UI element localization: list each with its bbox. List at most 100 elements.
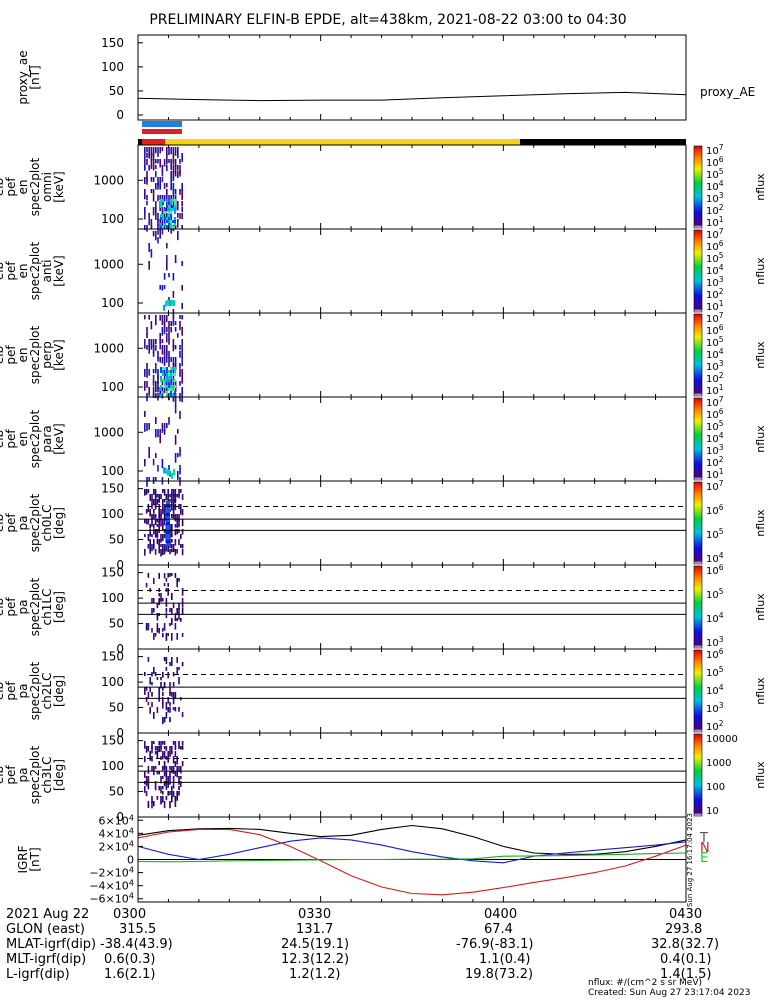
spec-perp-pixel xyxy=(148,339,150,348)
pa-ch0LC-pixel xyxy=(172,489,175,496)
pa-ch3LC-pixel xyxy=(158,761,160,766)
pa-ch0LC-pixel xyxy=(158,549,160,554)
pa-ch1LC-colorbar-tick: 106 xyxy=(706,563,724,577)
pa-ch2LC-pixel xyxy=(147,692,150,699)
spec-perp-pixel xyxy=(168,339,170,345)
pa-ch1LC-frame xyxy=(137,564,687,650)
pa-ch2LC-pixel xyxy=(158,697,160,702)
pa-ch1LC-pixel xyxy=(153,608,155,613)
pa-ch3LC-pixel xyxy=(145,791,148,797)
spec-perp-pixel xyxy=(157,381,159,390)
spec-perp-pixel xyxy=(179,345,181,351)
spec-para-pixel xyxy=(174,435,177,445)
spec-anti-ylabel: anti xyxy=(40,260,54,283)
spec-perp-colorbar xyxy=(693,313,703,397)
spec-omni-colorbar-tick: 101 xyxy=(706,215,724,229)
pa-ch3LC-pixel xyxy=(167,776,169,783)
spec-perp-pixel xyxy=(181,393,183,403)
spec-anti-colorbar-tick: 105 xyxy=(706,251,724,265)
pa-ch0LC-pixel xyxy=(151,514,153,520)
pa-ch2LC-pixel xyxy=(169,682,171,687)
spec-para-pixel xyxy=(148,447,150,454)
pa-ch0LC-pixel xyxy=(154,514,157,519)
spec-omni-pixel xyxy=(146,201,148,206)
spec-perp-frame xyxy=(137,312,687,398)
pa-ch1LC-pixel xyxy=(158,593,160,597)
pa-ch0LC-pixel xyxy=(149,509,151,517)
spec-perp-pixel xyxy=(160,367,162,370)
pa-ch0LC-pixel xyxy=(165,544,168,552)
spec-omni-pixel xyxy=(152,195,155,202)
pa-ch2LC-pixel xyxy=(169,687,171,694)
pa-ch1LC-pixel xyxy=(181,633,184,637)
pa-ch0LC-pixel xyxy=(158,529,160,533)
pa-ch3LC-pixel xyxy=(178,781,180,785)
spec-anti-pixel xyxy=(166,261,168,271)
spec-omni-ylabel: spec2plot xyxy=(28,157,42,216)
spec-perp-pixel xyxy=(148,369,150,376)
pa-ch0LC-pixel xyxy=(160,544,162,548)
spec-perp-pixel xyxy=(146,333,148,339)
spec-omni-pixel xyxy=(168,208,170,211)
spec-omni-pixel xyxy=(179,165,181,174)
spec-omni-colorbar-tick: 106 xyxy=(706,155,724,169)
spec-perp-colorbar-label: nflux xyxy=(754,341,767,369)
spec-omni-pixel xyxy=(170,199,172,202)
pa-ch2LC-pixel xyxy=(151,702,153,708)
spec-omni-pixel xyxy=(152,153,155,160)
spec-omni-pixel xyxy=(166,189,168,196)
spec-perp-pixel xyxy=(146,327,148,335)
pa-ch1LC-pixel xyxy=(162,598,164,602)
spec-perp-pixel xyxy=(172,345,175,352)
spec-perp-pixel xyxy=(174,373,176,376)
spec-omni-pixel xyxy=(144,195,146,200)
spec-perp-pixel xyxy=(174,379,176,382)
spec-perp-pixel xyxy=(177,333,179,338)
spec-perp-pixel xyxy=(168,351,170,359)
pa-ch0LC-pixel xyxy=(147,504,150,512)
pa-ch0LC-pixel xyxy=(151,519,153,527)
spec-omni-pixel xyxy=(170,208,172,211)
pa-ch1LC-pixel xyxy=(156,603,159,609)
spec-perp-pixel xyxy=(166,351,168,358)
pa-ch3LC-pixel xyxy=(158,771,160,775)
pa-ch3LC-pixel xyxy=(153,801,155,807)
pa-ch3LC-pixel xyxy=(162,786,164,790)
pa-ch2LC-ylabel: spec2plot xyxy=(28,661,42,720)
spec-perp-pixel xyxy=(163,357,166,366)
pa-ch1LC-ytick-label: 150 xyxy=(101,566,124,580)
spec-omni-pixel xyxy=(177,153,179,159)
pa-ch2LC-pixel xyxy=(171,692,173,697)
pa-ch1LC-ylabel: pef xyxy=(4,597,18,617)
pa-ch0LC-pixel xyxy=(166,501,170,504)
spec-omni-pixel xyxy=(162,226,164,229)
pa-ch0LC-pixel xyxy=(153,544,155,550)
spec-omni-pixel xyxy=(152,189,155,196)
spec-perp-pixel xyxy=(166,391,168,394)
spec-anti-pixel xyxy=(173,300,175,307)
spec-perp-pixel xyxy=(159,333,161,342)
pa-ch0LC-ylabel: [deg] xyxy=(52,507,66,539)
pa-ch1LC-ytick-label: 0 xyxy=(116,642,124,656)
pa-ch3LC-pixel xyxy=(158,741,160,746)
pa-ch0LC-ytick-label: 0 xyxy=(116,558,124,572)
pa-ch0LC-colorbar xyxy=(693,481,703,565)
igrf-series-E xyxy=(137,828,687,896)
pa-ch0LC-pixel xyxy=(181,509,184,516)
pa-ch1LC-pixel xyxy=(163,573,166,579)
pa-ch0LC-pixel xyxy=(166,522,170,525)
spec-omni-pixel xyxy=(170,147,172,155)
spec-perp-ylabel: [keV] xyxy=(52,339,66,370)
ephem-value-0-3: 0430 xyxy=(669,907,703,922)
spec-omni-colorbar-tick: 104 xyxy=(706,179,724,193)
spec-perp-pixel xyxy=(161,339,164,344)
spec-para-pixel xyxy=(165,467,167,474)
pa-ch2LC-pixel xyxy=(145,687,148,691)
spec-omni-ylabel: elb xyxy=(0,178,6,196)
pa-ch2LC-pixel xyxy=(178,707,180,712)
ephem-label-1: GLON (east) xyxy=(6,922,85,937)
spec-omni-pixel xyxy=(174,211,176,214)
pa-ch3LC-ylabel: pef xyxy=(4,765,18,785)
